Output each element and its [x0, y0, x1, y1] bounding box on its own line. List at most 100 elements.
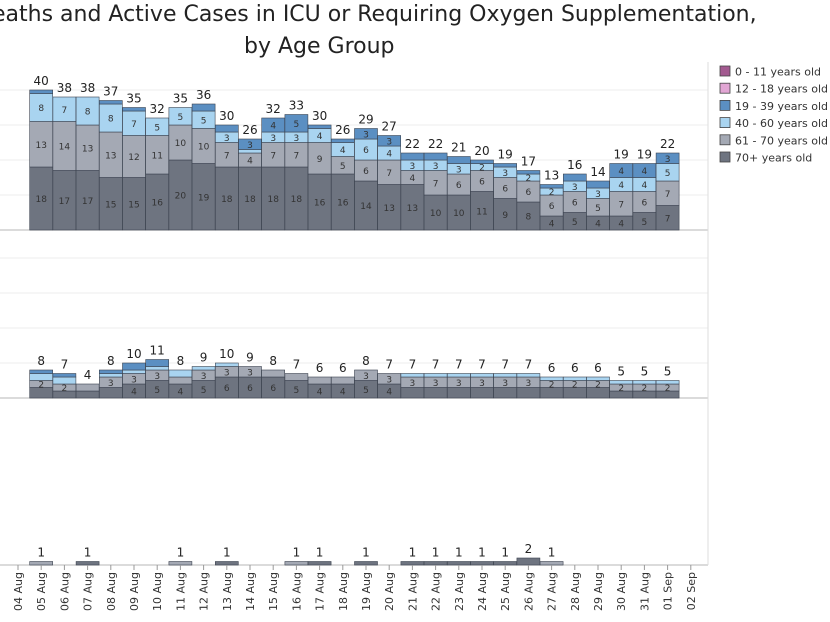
bar-segment — [539, 184, 564, 189]
bar-segment — [52, 376, 77, 385]
x-tick-label: 31 Aug — [638, 572, 651, 611]
total-value-label: 33 — [289, 99, 304, 113]
segment-value-label: 2 — [618, 384, 624, 394]
legend-label: 12 - 18 years old — [735, 83, 828, 96]
segment-value-label: 6 — [247, 384, 253, 394]
segment-value-label: 4 — [618, 181, 624, 191]
segment-value-label: 6 — [456, 181, 462, 191]
bar-segment — [99, 387, 123, 399]
total-value-label: 26 — [335, 123, 350, 137]
bar-segment — [493, 163, 518, 168]
bar-segment — [493, 373, 518, 378]
x-tick-label: 04 Aug — [12, 572, 25, 611]
bar-segment — [75, 390, 100, 399]
bar-segment — [400, 387, 425, 399]
segment-value-label: 7 — [618, 200, 624, 210]
segment-value-label: 10 — [198, 143, 210, 153]
segment-value-label: 4 — [549, 220, 555, 230]
segment-value-label: 16 — [337, 199, 349, 209]
bar-segment — [586, 376, 610, 381]
segment-value-label: 6 — [363, 146, 369, 156]
total-value-label: 19 — [637, 148, 652, 162]
segment-value-label: 6 — [549, 202, 555, 212]
segment-value-label: 3 — [433, 162, 439, 172]
bar-segment — [516, 170, 541, 175]
total-value-label: 22 — [660, 137, 675, 151]
total-value-label: 1 — [84, 546, 92, 560]
x-tick-label: 28 Aug — [569, 572, 582, 611]
segment-value-label: 3 — [131, 375, 137, 385]
bar-segment — [307, 124, 332, 129]
total-value-label: 8 — [269, 354, 277, 368]
legend-label: 0 - 11 years old — [735, 66, 821, 79]
segment-value-label: 5 — [572, 218, 578, 228]
segment-value-label: 4 — [317, 132, 323, 142]
segment-value-label: 4 — [131, 388, 137, 398]
total-value-label: 4 — [84, 368, 92, 382]
bar-segment — [99, 369, 123, 374]
segment-value-label: 9 — [317, 155, 323, 165]
total-value-label: 8 — [177, 354, 185, 368]
segment-value-label: 6 — [270, 384, 276, 394]
x-tick-label: 07 Aug — [82, 572, 95, 611]
total-value-label: 29 — [358, 113, 373, 127]
segment-value-label: 4 — [340, 388, 346, 398]
x-tick-label: 08 Aug — [105, 572, 118, 611]
segment-value-label: 7 — [270, 151, 276, 161]
total-value-label: 5 — [617, 365, 625, 379]
total-value-label: 1 — [409, 546, 417, 560]
x-tick-label: 05 Aug — [35, 572, 48, 611]
bar-segment — [400, 561, 425, 566]
bar-segment — [122, 362, 146, 371]
bar-segment — [400, 373, 425, 378]
total-value-label: 1 — [37, 546, 45, 560]
segment-value-label: 13 — [105, 151, 116, 161]
segment-value-label: 2 — [62, 384, 68, 394]
x-tick-label: 21 Aug — [406, 572, 419, 611]
bar-segment — [168, 561, 193, 566]
segment-value-label: 3 — [502, 379, 508, 389]
x-tick-label: 12 Aug — [198, 572, 211, 611]
segment-value-label: 6 — [572, 199, 578, 209]
x-tick-label: 17 Aug — [314, 572, 327, 611]
bar-segment — [446, 387, 471, 399]
segment-value-label: 7 — [665, 190, 671, 200]
bar-segment — [470, 373, 494, 378]
total-value-label: 6 — [316, 361, 324, 375]
total-value-label: 8 — [362, 354, 370, 368]
bar-segment — [470, 561, 494, 566]
x-tick-label: 06 Aug — [58, 572, 71, 611]
bar-segment — [586, 180, 610, 189]
total-value-label: 1 — [177, 546, 185, 560]
x-tick-label: 01 Sep — [662, 572, 675, 610]
x-tick-label: 30 Aug — [615, 572, 628, 611]
bar-segment — [562, 173, 587, 182]
x-tick-label: 10 Aug — [151, 572, 164, 611]
total-value-label: 1 — [548, 546, 556, 560]
total-value-label: 37 — [103, 85, 118, 99]
segment-value-label: 5 — [154, 123, 160, 133]
bar-segment — [516, 373, 541, 378]
total-value-label: 1 — [293, 546, 301, 560]
bar-segment — [284, 561, 309, 566]
segment-value-label: 3 — [363, 130, 369, 140]
bar-segment — [191, 366, 216, 371]
segment-value-label: 10 — [175, 139, 187, 149]
bar-segment — [330, 376, 355, 385]
segment-value-label: 12 — [128, 153, 139, 163]
segment-value-label: 4 — [386, 150, 392, 160]
bar-segment — [145, 366, 169, 371]
segment-value-label: 2 — [642, 384, 648, 394]
total-value-label: 30 — [219, 109, 234, 123]
legend-label: 19 - 39 years old — [735, 100, 828, 113]
segment-value-label: 8 — [38, 104, 44, 114]
total-value-label: 9 — [246, 351, 254, 365]
segment-value-label: 14 — [360, 202, 372, 212]
total-value-label: 22 — [428, 137, 443, 151]
segment-value-label: 4 — [642, 181, 648, 191]
bar-segment — [423, 387, 448, 399]
segment-value-label: 5 — [294, 120, 300, 130]
segment-value-label: 3 — [224, 134, 230, 144]
x-tick-label: 18 Aug — [337, 572, 350, 611]
segment-value-label: 11 — [476, 207, 487, 217]
